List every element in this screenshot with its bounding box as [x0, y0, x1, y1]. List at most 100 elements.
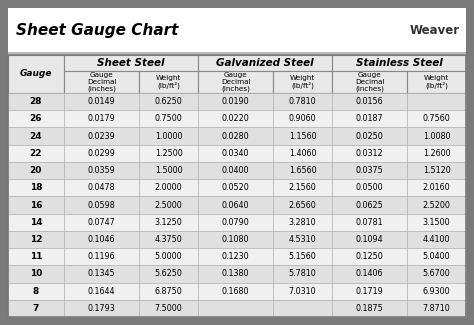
- Text: 0.1094: 0.1094: [356, 235, 383, 244]
- Bar: [273, 71, 332, 93]
- Bar: [139, 110, 198, 127]
- Text: Gauge
Decimal
(inches): Gauge Decimal (inches): [87, 72, 116, 92]
- Bar: [139, 162, 198, 179]
- Text: Sheet Steel: Sheet Steel: [97, 58, 164, 68]
- Bar: [332, 231, 407, 248]
- Bar: [332, 265, 407, 282]
- Text: 0.1250: 0.1250: [356, 252, 383, 261]
- Text: 0.0299: 0.0299: [88, 149, 116, 158]
- Text: 1.5000: 1.5000: [155, 166, 182, 175]
- Bar: [198, 300, 273, 317]
- Text: 0.0179: 0.0179: [88, 114, 116, 124]
- Text: Weight
(lb/ft²): Weight (lb/ft²): [290, 75, 315, 89]
- Bar: [8, 145, 64, 162]
- Bar: [139, 93, 198, 110]
- Bar: [273, 214, 332, 231]
- Text: 0.1380: 0.1380: [222, 269, 249, 279]
- Bar: [8, 196, 64, 214]
- Bar: [139, 231, 198, 248]
- Text: Gauge: Gauge: [20, 70, 52, 79]
- Text: 0.9060: 0.9060: [289, 114, 317, 124]
- Bar: [407, 248, 466, 265]
- Bar: [273, 248, 332, 265]
- Bar: [64, 55, 198, 71]
- Bar: [273, 179, 332, 196]
- Text: 0.1230: 0.1230: [222, 252, 249, 261]
- Text: 1.2500: 1.2500: [155, 149, 182, 158]
- Text: 4.5310: 4.5310: [289, 235, 317, 244]
- Text: 0.1719: 0.1719: [356, 287, 383, 296]
- Text: 0.0359: 0.0359: [88, 166, 116, 175]
- Bar: [139, 248, 198, 265]
- Bar: [64, 145, 139, 162]
- Text: 2.1560: 2.1560: [289, 183, 317, 192]
- Bar: [273, 162, 332, 179]
- Text: 1.2600: 1.2600: [423, 149, 450, 158]
- Text: 5.0000: 5.0000: [155, 252, 182, 261]
- Text: 0.0156: 0.0156: [356, 97, 383, 106]
- Text: 0.1196: 0.1196: [88, 252, 115, 261]
- Text: 12: 12: [30, 235, 42, 244]
- Text: 2.5200: 2.5200: [423, 201, 451, 210]
- Text: 28: 28: [30, 97, 42, 106]
- Bar: [8, 162, 64, 179]
- Text: 0.0625: 0.0625: [356, 201, 383, 210]
- Bar: [64, 162, 139, 179]
- Bar: [64, 248, 139, 265]
- Bar: [64, 196, 139, 214]
- Bar: [198, 179, 273, 196]
- Text: 20: 20: [30, 166, 42, 175]
- Bar: [198, 93, 273, 110]
- Text: 0.0340: 0.0340: [222, 149, 249, 158]
- Text: 16: 16: [30, 201, 42, 210]
- Text: Weight
(lb/ft²): Weight (lb/ft²): [156, 75, 181, 89]
- Text: 0.0747: 0.0747: [88, 218, 116, 227]
- Text: 2.6560: 2.6560: [289, 201, 317, 210]
- Bar: [139, 127, 198, 145]
- Text: 0.0220: 0.0220: [222, 114, 249, 124]
- Bar: [64, 231, 139, 248]
- Bar: [8, 93, 64, 110]
- Bar: [139, 265, 198, 282]
- Bar: [198, 110, 273, 127]
- Bar: [273, 231, 332, 248]
- Text: 0.1406: 0.1406: [356, 269, 383, 279]
- Text: 5.6250: 5.6250: [155, 269, 182, 279]
- Text: 6.8750: 6.8750: [155, 287, 182, 296]
- Text: 0.0250: 0.0250: [356, 132, 383, 141]
- Text: 7.0310: 7.0310: [289, 287, 317, 296]
- Text: 4.4100: 4.4100: [423, 235, 450, 244]
- Bar: [407, 231, 466, 248]
- Bar: [407, 127, 466, 145]
- Text: 0.0187: 0.0187: [356, 114, 383, 124]
- Text: Stainless Steel: Stainless Steel: [356, 58, 442, 68]
- Text: 0.0500: 0.0500: [356, 183, 383, 192]
- Bar: [139, 71, 198, 93]
- Bar: [407, 214, 466, 231]
- Bar: [273, 196, 332, 214]
- Bar: [332, 179, 407, 196]
- Text: 0.1644: 0.1644: [88, 287, 115, 296]
- Bar: [198, 55, 332, 71]
- Text: 0.0790: 0.0790: [222, 218, 249, 227]
- Text: 0.0520: 0.0520: [222, 183, 249, 192]
- Bar: [64, 265, 139, 282]
- Text: Weight
(lb/ft²): Weight (lb/ft²): [424, 75, 449, 89]
- Text: 0.1793: 0.1793: [88, 304, 116, 313]
- Bar: [407, 282, 466, 300]
- Text: 0.0478: 0.0478: [88, 183, 115, 192]
- Bar: [8, 282, 64, 300]
- Bar: [273, 110, 332, 127]
- Bar: [64, 71, 139, 93]
- Bar: [332, 248, 407, 265]
- Text: 7.8710: 7.8710: [423, 304, 451, 313]
- Text: 0.0640: 0.0640: [222, 201, 249, 210]
- Text: 22: 22: [30, 149, 42, 158]
- Bar: [8, 214, 64, 231]
- Bar: [139, 196, 198, 214]
- Text: Galvanized Steel: Galvanized Steel: [216, 58, 314, 68]
- Text: 0.1046: 0.1046: [88, 235, 115, 244]
- Bar: [407, 71, 466, 93]
- Text: 7.5000: 7.5000: [155, 304, 182, 313]
- Bar: [198, 145, 273, 162]
